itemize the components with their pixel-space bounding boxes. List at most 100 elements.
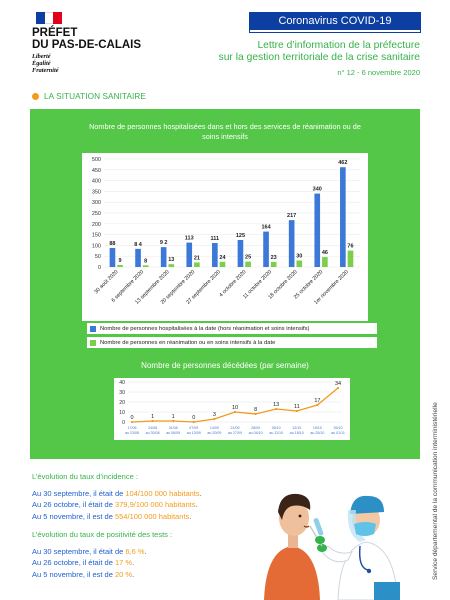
data-label: 9	[119, 258, 122, 264]
chart1-title: Nombre de personnes hospitalisées dans e…	[89, 122, 361, 141]
y-tick-label: 50	[95, 254, 101, 260]
data-label: 13	[168, 257, 174, 263]
positivity-line: Au 26 octobre, il était de 17 %.	[32, 557, 172, 569]
bar	[168, 264, 175, 267]
data-label: 8	[254, 407, 257, 413]
x-tick-label: au 20/09	[207, 431, 221, 435]
incidence-line-end: .	[199, 488, 202, 498]
line-point	[295, 409, 298, 413]
x-tick-label: au 06/09	[166, 431, 180, 435]
covid-test-illustration	[264, 493, 400, 600]
legend-label-hospitalized: Nombre de personnes hospitalisées à la d…	[100, 325, 310, 332]
bar	[245, 261, 251, 267]
x-tick-label: 28/09	[251, 426, 260, 430]
bar	[347, 250, 354, 267]
x-tick-label: au 13/09	[187, 431, 201, 435]
x-tick-label: au 18/10	[290, 431, 304, 435]
bar	[322, 257, 328, 267]
y-tick-label: 500	[92, 157, 101, 163]
y-tick-label: 150	[92, 233, 101, 239]
positivity-line-text: Au 5 novembre, il est de	[32, 569, 115, 579]
bullet-dot-icon	[32, 93, 39, 100]
x-tick-label: 31/08	[169, 426, 178, 430]
x-tick-label: 30 août 2020	[93, 269, 119, 295]
data-label: 113	[185, 236, 194, 242]
bar	[237, 240, 244, 267]
legend-label-icu: Nombre de personnes en réanimation ou en…	[100, 339, 276, 346]
y-tick-label: 30	[119, 390, 125, 396]
data-label: 0	[192, 415, 195, 421]
legend-item-hospitalized: Nombre de personnes hospitalisées à la d…	[87, 323, 377, 334]
data-label: 9 2	[160, 240, 168, 246]
bar	[194, 262, 200, 267]
bar	[340, 167, 346, 267]
x-tick-label: 26/10	[334, 426, 343, 430]
line-point	[254, 412, 257, 416]
incidence-header: L’évolution du taux d’incidence :	[32, 472, 138, 481]
section-heading: LA SITUATION SANITAIRE	[32, 92, 146, 101]
x-tick-label: au 30/08	[146, 431, 160, 435]
legend-item-icu: Nombre de personnes en réanimation ou en…	[87, 337, 377, 348]
y-tick-label: 100	[92, 243, 101, 249]
y-tick-label: 0	[98, 265, 101, 271]
bar	[270, 262, 277, 267]
positivity-value: 20 %	[114, 569, 133, 579]
x-tick-label: 21/09	[231, 426, 240, 430]
newsletter-title: Lettre d’information de la préfecture su…	[160, 40, 420, 79]
data-label: 23	[271, 255, 277, 261]
y-tick-label: 350	[92, 189, 101, 195]
data-label: 10	[232, 405, 238, 411]
bar	[296, 260, 303, 267]
x-tick-label: au 23/08	[125, 431, 139, 435]
data-label: 76	[347, 244, 353, 250]
data-label: 164	[261, 225, 271, 231]
positivity-line-text: Au 30 septembre, il était de	[32, 546, 126, 556]
y-tick-label: 450	[92, 168, 101, 174]
x-tick-label: au 04/10	[249, 431, 263, 435]
bar	[142, 265, 149, 267]
incidence-line-text: Au 30 septembre, il était de	[32, 488, 126, 498]
positivity-block: L’évolution du taux de positivité des te…	[32, 529, 172, 580]
data-label: 8 4	[134, 242, 143, 248]
positivity-line-end: .	[144, 546, 147, 556]
line-point	[233, 410, 237, 414]
incidence-line-end: .	[189, 511, 192, 521]
bar	[288, 220, 295, 267]
incidence-line: Au 5 novembre, il est de 554/100 000 hab…	[32, 511, 202, 523]
x-tick-label: au 11/10	[269, 431, 283, 435]
letter-line-1: Lettre d’information de la préfecture	[257, 40, 420, 51]
y-tick-label: 400	[92, 179, 101, 185]
data-label: 8	[144, 258, 147, 264]
data-label: 125	[236, 233, 245, 239]
bar	[186, 242, 193, 267]
line-point	[316, 403, 319, 407]
incidence-block: L’évolution du taux d’incidence : Au 30 …	[32, 471, 202, 522]
data-label: 34	[335, 381, 341, 387]
line-point	[336, 386, 340, 390]
positivity-line-end: .	[132, 569, 135, 579]
x-tick-label: 05/10	[272, 426, 281, 430]
data-label: 1	[151, 414, 154, 420]
incidence-line-text: Au 26 octobre, il était de	[32, 500, 115, 509]
motto-fraternite: Fraternité	[32, 67, 59, 74]
issue-number: n° 12 - 6 novembre 2020	[337, 68, 420, 77]
data-label: 1	[172, 414, 175, 420]
positivity-line-text: Au 26 octobre, il était de	[32, 558, 115, 567]
data-label: 111	[211, 236, 220, 242]
data-label: 21	[194, 255, 200, 261]
line-point	[172, 419, 175, 423]
y-tick-label: 20	[119, 400, 125, 406]
x-tick-label: au 25/10	[310, 431, 324, 435]
x-tick-label: 19/10	[313, 426, 322, 430]
x-tick-label: 14/09	[210, 426, 219, 430]
bar	[160, 247, 167, 267]
positivity-line: Au 30 septembre, il était de 6,6 %.	[32, 546, 172, 558]
y-tick-label: 0	[122, 420, 125, 426]
data-label: 46	[322, 250, 328, 256]
motto-egalite: Égalité	[32, 60, 51, 67]
data-label: 340	[313, 187, 322, 193]
incidence-line: Au 30 septembre, il était de 104/100 000…	[32, 488, 202, 500]
data-label: 17	[314, 398, 320, 404]
covid-banner: Coronavirus COVID-19	[249, 12, 421, 33]
